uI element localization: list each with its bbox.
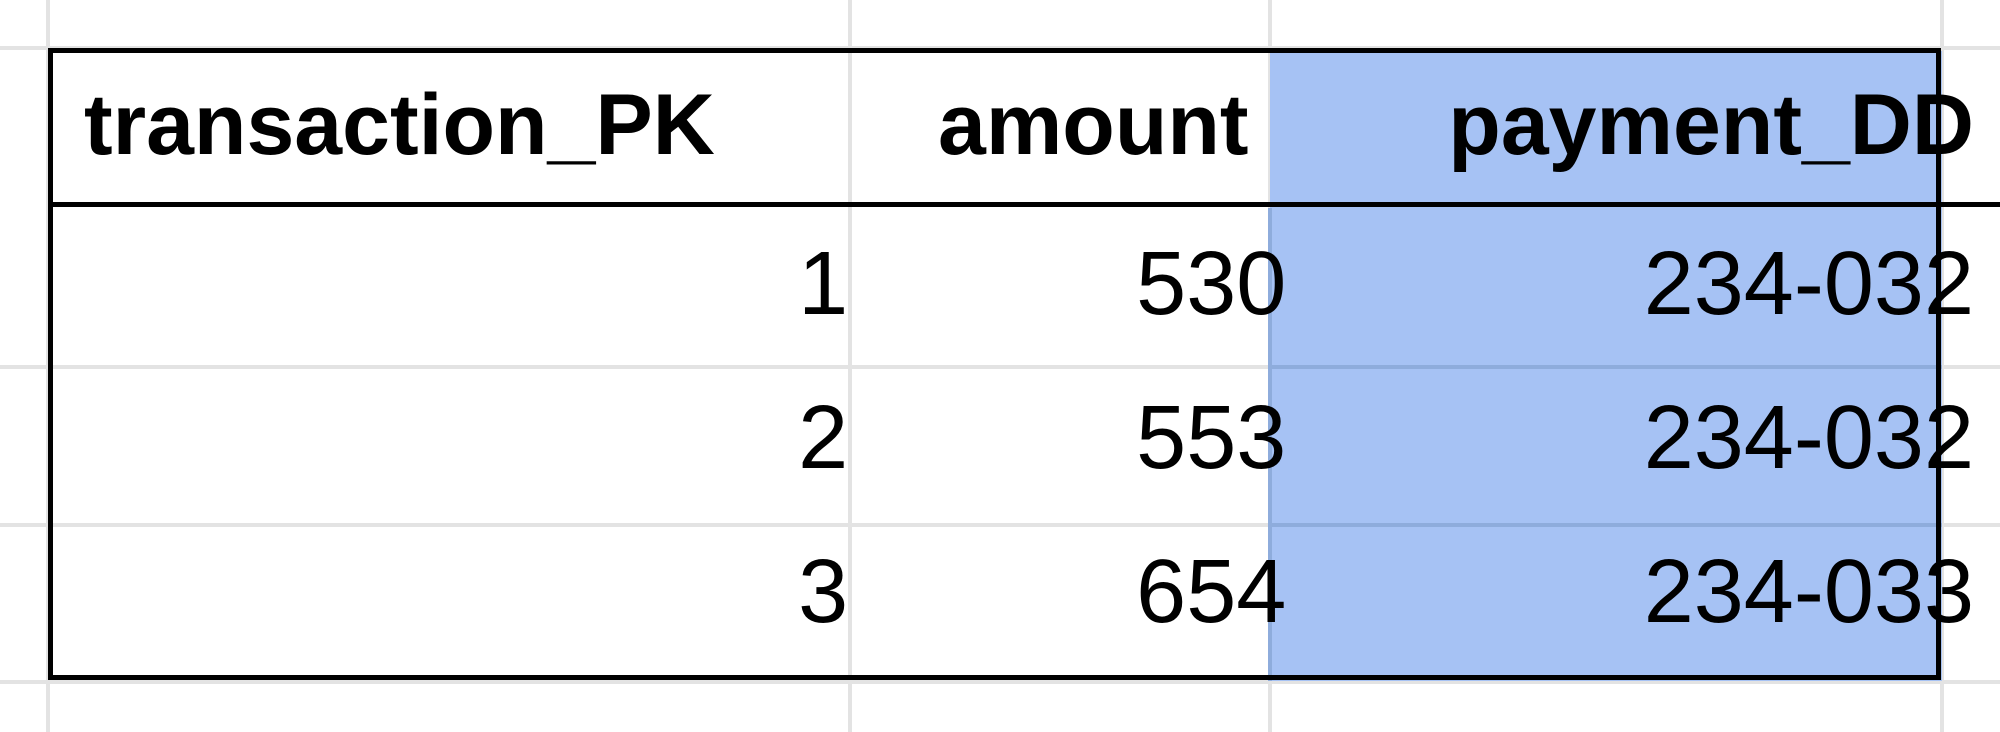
cell-payment-dd[interactable]: 234-033 [1643, 541, 1974, 642]
selected-gridline [1270, 365, 1942, 369]
gridline-horizontal [0, 680, 2000, 684]
cell-payment-dd[interactable]: 234-032 [1643, 387, 1974, 488]
header-cell-amount[interactable]: amount [874, 48, 1313, 207]
table-row: 1 530 234-032 [48, 205, 2000, 362]
table-row: 3 654 234-033 [48, 515, 2000, 669]
gridline-horizontal [0, 523, 2000, 527]
cell-amount[interactable]: 530 [1136, 233, 1287, 334]
gridline-horizontal [0, 365, 2000, 369]
table-row: 2 553 234-032 [48, 361, 2000, 515]
cell-transaction-pk[interactable]: 3 [798, 541, 849, 642]
selected-gridline [1270, 523, 1942, 527]
cell-amount[interactable]: 553 [1136, 387, 1287, 488]
cell-amount[interactable]: 654 [1136, 541, 1287, 642]
header-row: transaction_PK amount payment_DD [48, 48, 2000, 207]
cell-transaction-pk[interactable]: 2 [798, 387, 849, 488]
cell-transaction-pk[interactable]: 1 [798, 233, 849, 334]
selected-gridline [1268, 208, 1272, 681]
header-cell-transaction-pk[interactable]: transaction_PK [48, 48, 875, 207]
cell-payment-dd[interactable]: 234-032 [1643, 233, 1974, 334]
data-table: transaction_PK amount payment_DD 1 530 2… [48, 48, 2000, 669]
header-cell-payment-dd[interactable]: payment_DD [1312, 48, 2000, 207]
